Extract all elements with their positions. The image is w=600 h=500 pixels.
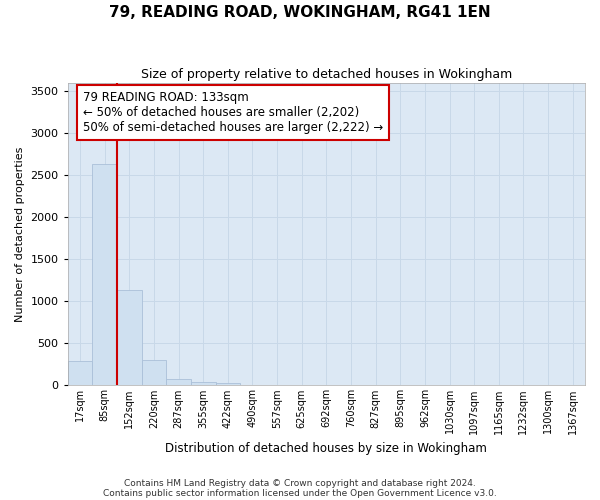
Bar: [215, 383, 240, 386]
Bar: [117, 290, 142, 386]
Bar: [191, 382, 215, 386]
Bar: [92, 164, 117, 386]
Text: 79 READING ROAD: 133sqm
← 50% of detached houses are smaller (2,202)
50% of semi: 79 READING ROAD: 133sqm ← 50% of detache…: [83, 90, 383, 134]
X-axis label: Distribution of detached houses by size in Wokingham: Distribution of detached houses by size …: [166, 442, 487, 455]
Title: Size of property relative to detached houses in Wokingham: Size of property relative to detached ho…: [141, 68, 512, 80]
Text: 79, READING ROAD, WOKINGHAM, RG41 1EN: 79, READING ROAD, WOKINGHAM, RG41 1EN: [109, 5, 491, 20]
Bar: [166, 378, 191, 386]
Bar: [68, 361, 92, 386]
Text: Contains HM Land Registry data © Crown copyright and database right 2024.: Contains HM Land Registry data © Crown c…: [124, 478, 476, 488]
Bar: [142, 360, 166, 386]
Text: Contains public sector information licensed under the Open Government Licence v3: Contains public sector information licen…: [103, 488, 497, 498]
Y-axis label: Number of detached properties: Number of detached properties: [15, 146, 25, 322]
